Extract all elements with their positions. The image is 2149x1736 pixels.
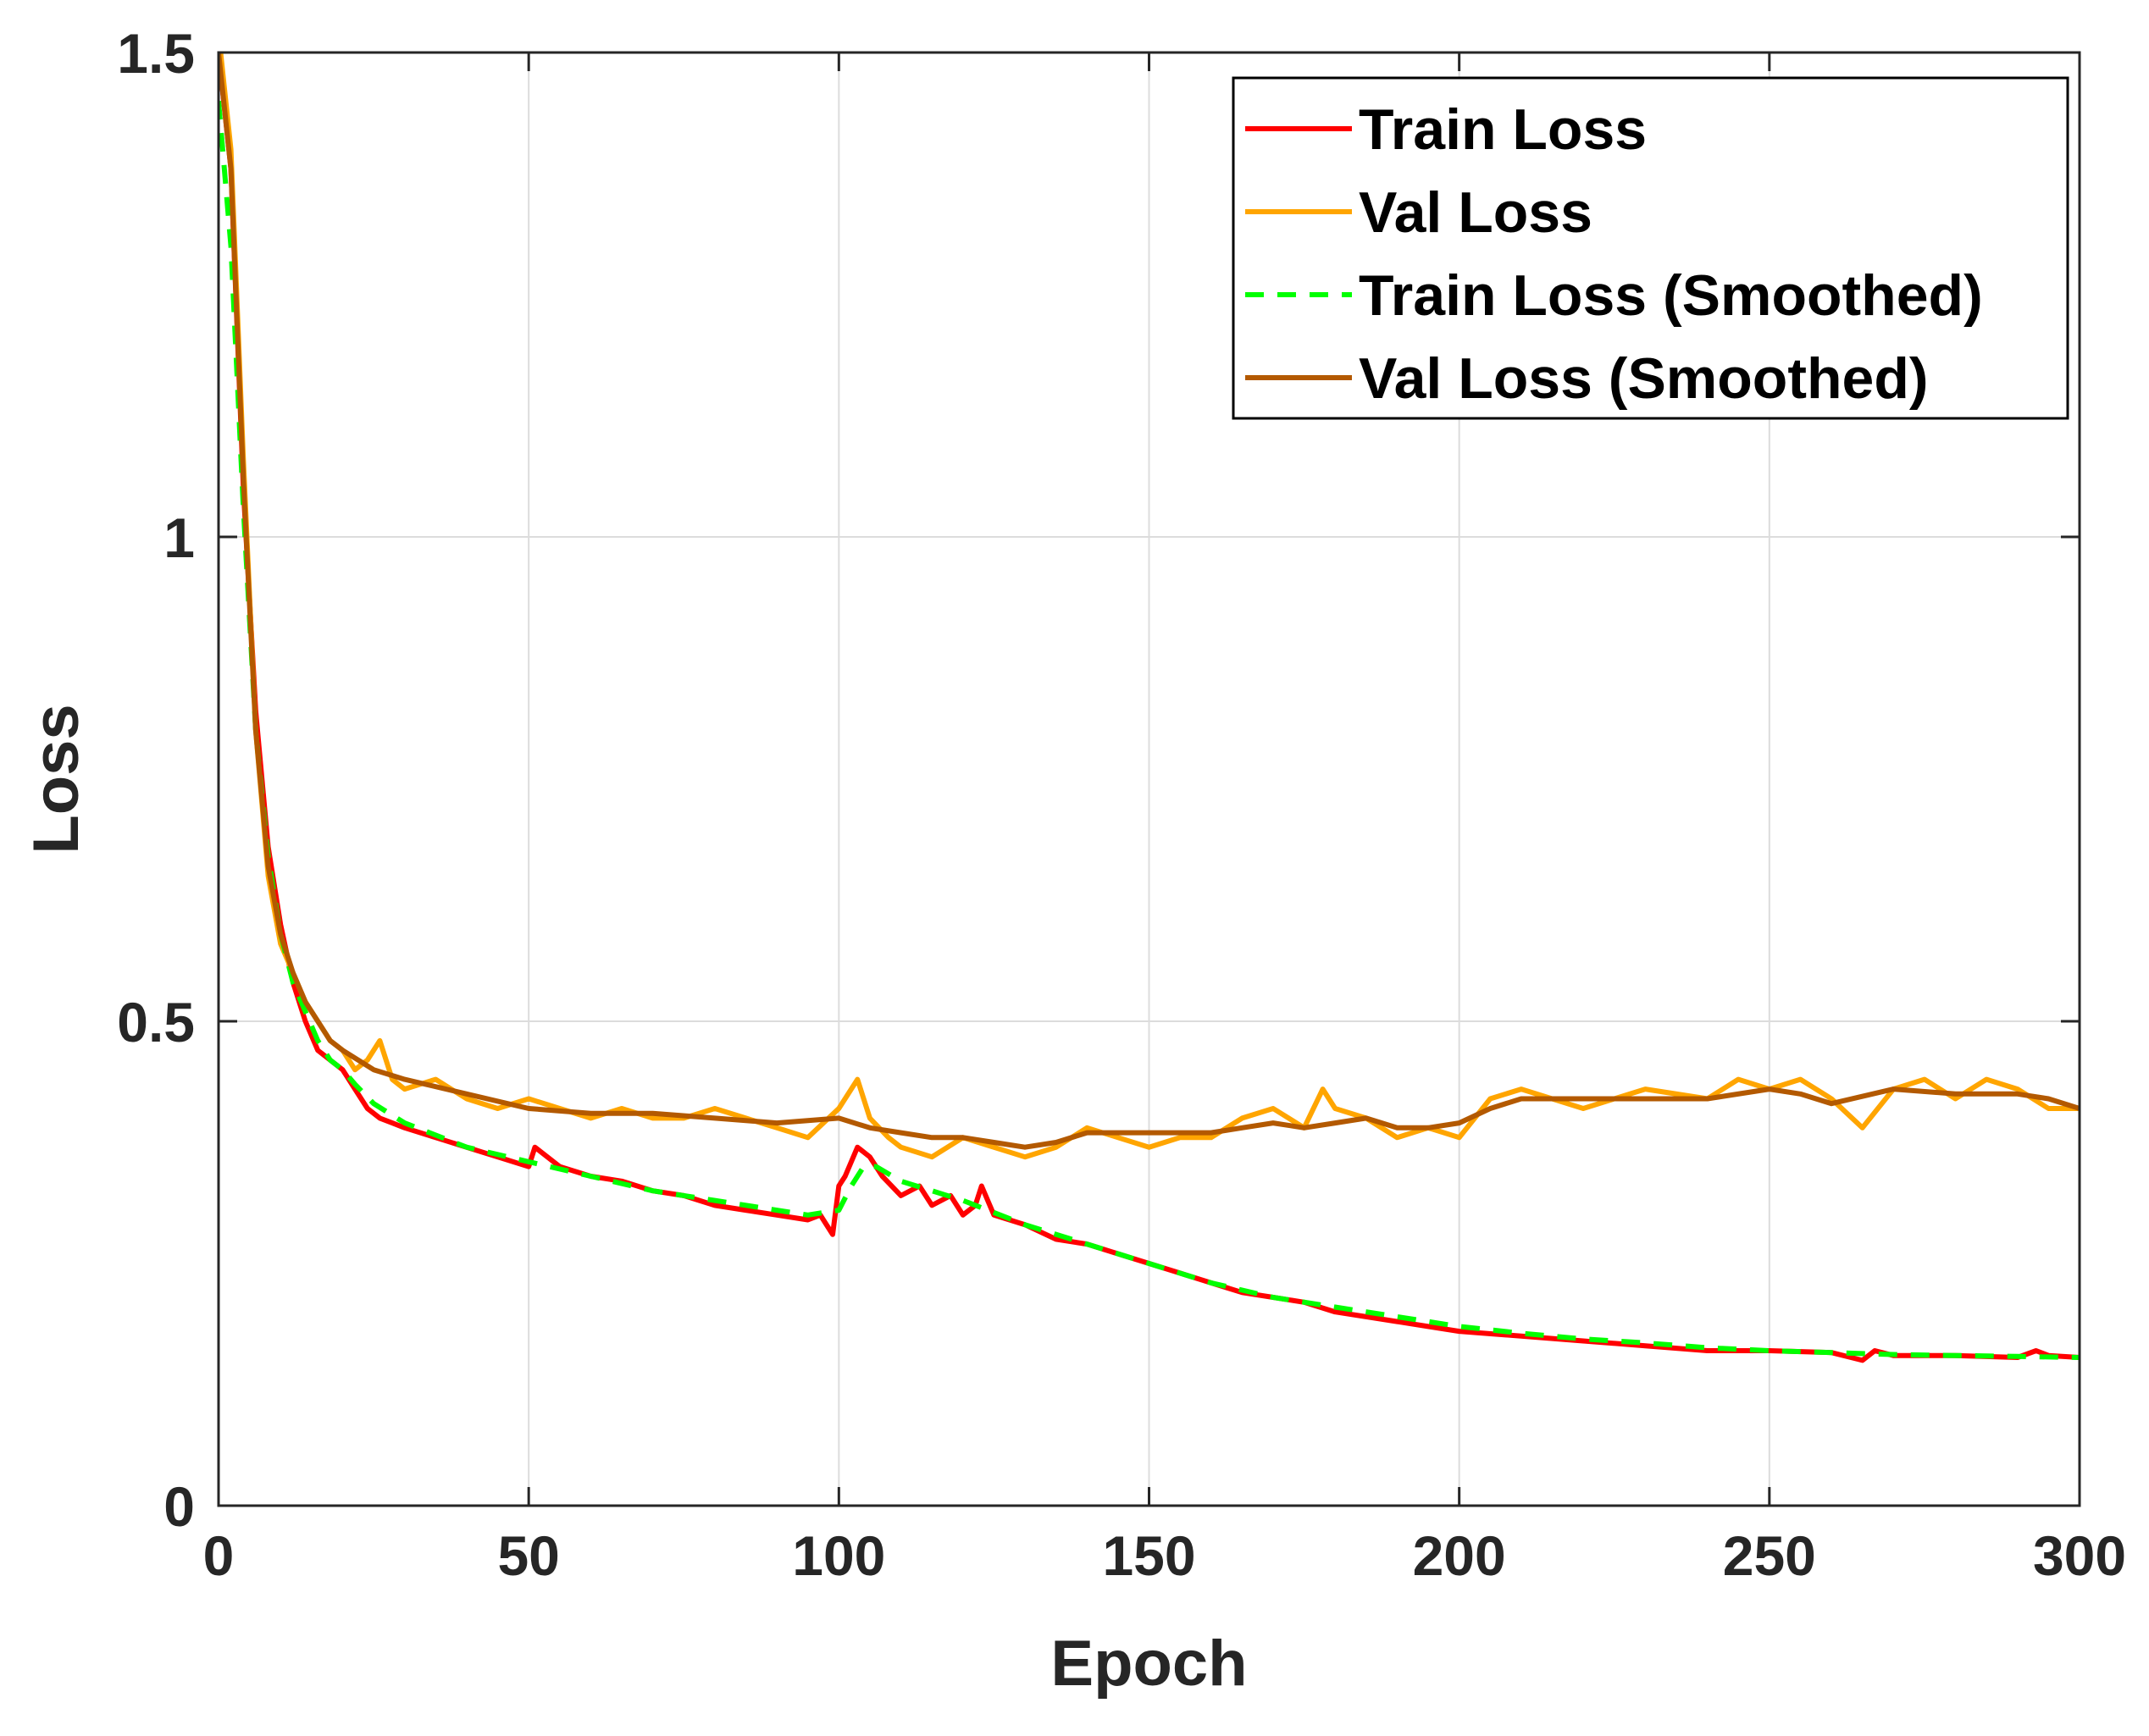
y-tick-label: 1.5 — [117, 22, 195, 85]
x-tick-label: 100 — [792, 1524, 885, 1587]
legend: Train Loss Val Loss Train Loss (Smoothed) V… — [1232, 76, 2069, 420]
x-tick-label: 250 — [1723, 1524, 1816, 1587]
y-tick-label: 0.5 — [117, 991, 195, 1053]
legend-label: Train Loss — [1359, 97, 1647, 162]
legend-label: Train Loss (Smoothed) — [1359, 263, 1983, 328]
x-axis-title: Epoch — [1050, 1628, 1247, 1700]
series-line-train-loss-smoothed — [219, 100, 2080, 1360]
legend-label: Val Loss (Smoothed) — [1359, 346, 1929, 411]
y-tick-label: 1 — [163, 506, 195, 569]
axis-ticks: 0 50 100 150 200 250 300 0 0.5 1 1.5 — [117, 22, 2126, 1587]
plot-lines — [219, 53, 2080, 1363]
x-tick-label: 150 — [1102, 1524, 1195, 1587]
y-axis-title: Loss — [20, 704, 92, 854]
y-tick-label: 0 — [163, 1475, 195, 1538]
x-tick-label: 50 — [497, 1524, 559, 1587]
x-tick-label: 300 — [2033, 1524, 2126, 1587]
x-tick-label: 0 — [203, 1524, 235, 1587]
x-tick-label: 200 — [1413, 1524, 1506, 1587]
legend-label: Val Loss — [1359, 180, 1592, 245]
series-line-val-loss-smoothed — [219, 53, 2080, 1150]
legend-box — [1232, 76, 2069, 420]
